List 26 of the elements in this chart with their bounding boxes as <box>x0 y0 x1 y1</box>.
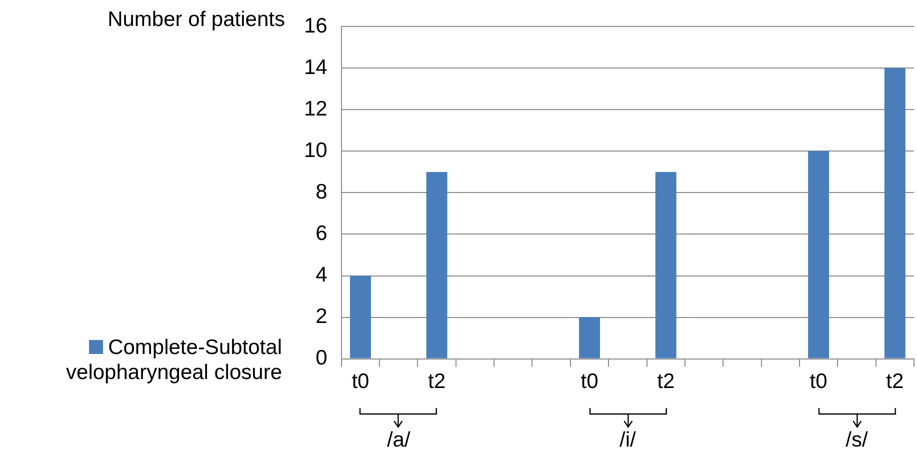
y-tick-label: 10 <box>304 138 328 162</box>
legend-label: Complete-Subtotal velopharyngeal closure <box>66 336 282 384</box>
y-tick-label: 2 <box>316 305 328 328</box>
y-tick-label: 16 <box>304 14 328 38</box>
x-tick-label: t2 <box>886 370 904 394</box>
x-tick-label: t0 <box>580 370 598 394</box>
bar <box>579 317 600 358</box>
bar <box>884 68 906 358</box>
text: /s/ <box>846 428 868 452</box>
bar <box>655 172 676 358</box>
bar <box>350 276 371 358</box>
y-tick-label: 8 <box>316 180 328 204</box>
y-tick-label: 12 <box>304 97 328 120</box>
text: /i/ <box>620 428 636 452</box>
y-tick-label: 4 <box>316 264 328 287</box>
y-tick-label: 6 <box>316 222 328 246</box>
x-tick-label: t2 <box>657 370 675 394</box>
y-tick-label: 0 <box>316 346 328 370</box>
bar <box>808 151 830 358</box>
text: /a/ <box>386 428 410 452</box>
x-tick-label: t0 <box>352 370 370 394</box>
y-axis-title: Number of patients <box>108 8 285 32</box>
x-tick-label: t0 <box>810 370 828 394</box>
bar <box>426 172 448 358</box>
x-tick-label: t2 <box>428 370 446 394</box>
y-tick-label: 14 <box>304 56 328 79</box>
